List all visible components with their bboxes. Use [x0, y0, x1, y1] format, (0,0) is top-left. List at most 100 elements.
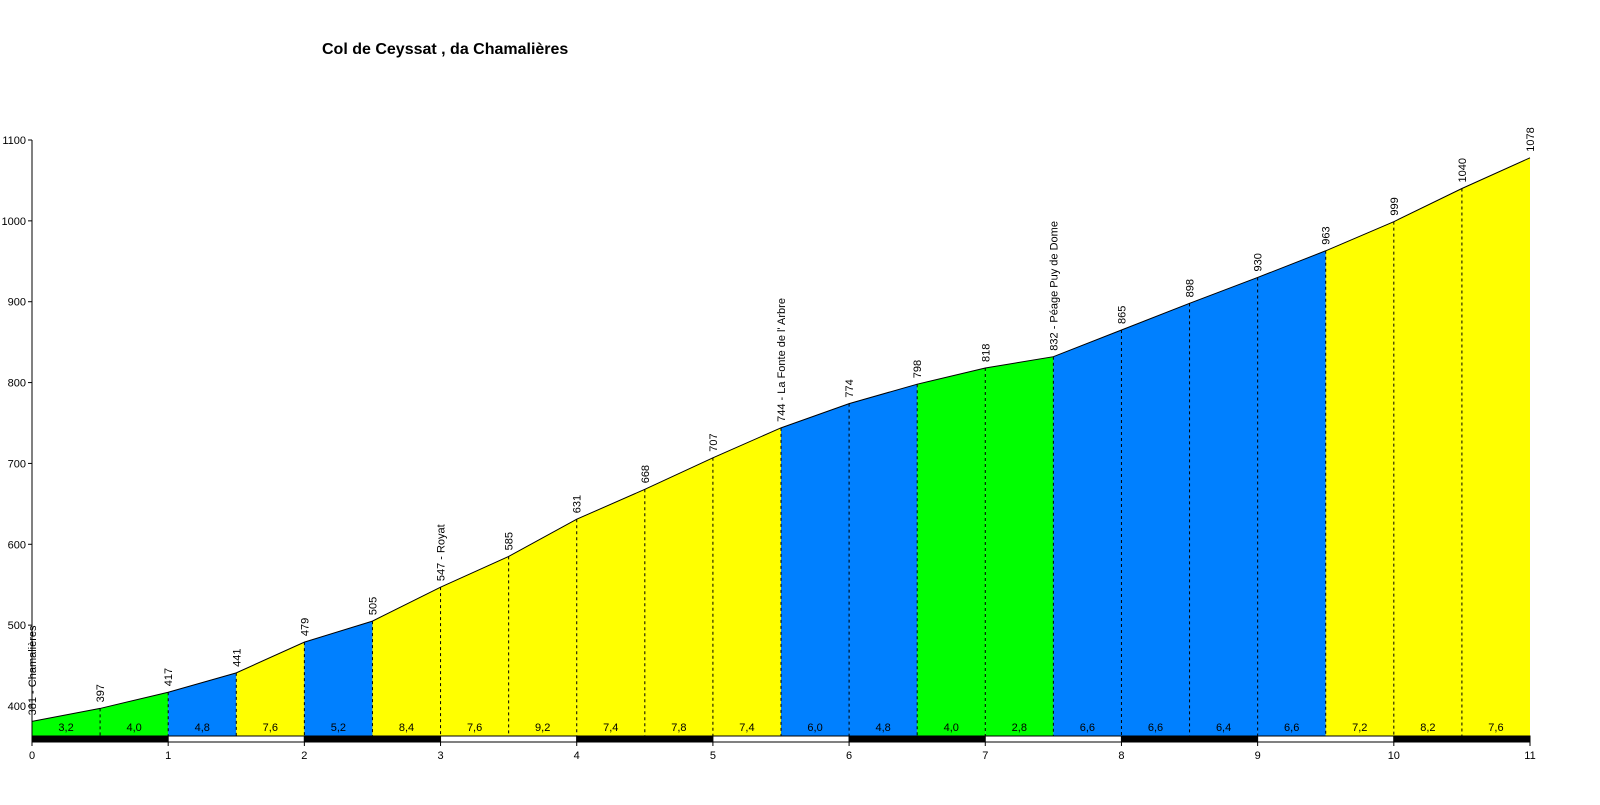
gradient-label: 4,0	[126, 722, 141, 734]
km-bar-block	[984, 735, 1122, 743]
gradient-label: 6,6	[1148, 722, 1163, 734]
km-bar-block	[576, 735, 714, 743]
km-bar-block	[303, 735, 442, 743]
profile-line-group	[31, 157, 1531, 722]
x-tick-label: 10	[1388, 750, 1400, 762]
elevation-label: 417	[163, 668, 175, 686]
x-tick-label: 1	[165, 750, 171, 762]
gradient-labels: 3,2 4,0 4,8 7,6 5,2 8,4 7,6 9,2 7,4 7,8 7,4 6,0 4,8 4…	[58, 722, 1503, 734]
x-tick-label: 7	[982, 750, 988, 762]
km-bar-block	[167, 735, 305, 743]
elevation-label: 818	[980, 344, 992, 362]
elevation-label: 798	[912, 360, 924, 378]
segment-area	[1461, 157, 1530, 736]
x-tick-label: 0	[29, 750, 35, 762]
y-tick-label: 900	[8, 297, 26, 309]
y-tick-label: 1000	[2, 216, 26, 228]
gradient-label: 9,2	[535, 722, 550, 734]
km-scale-bar	[31, 735, 1531, 743]
segment-area	[372, 587, 441, 736]
gradient-label: 7,6	[1488, 722, 1503, 734]
gradient-label: 6,6	[1080, 722, 1095, 734]
elevation-label: 479	[299, 618, 311, 636]
x-tick-label: 11	[1524, 750, 1535, 762]
segment-area	[781, 403, 850, 736]
km-bar-block	[1257, 735, 1395, 743]
segment-area	[985, 356, 1054, 736]
gradient-label: 2,8	[1012, 722, 1027, 734]
elevation-label: 585	[504, 532, 516, 550]
segment-area	[1393, 188, 1462, 736]
y-tick-label: 400	[8, 701, 26, 713]
gradient-label: 5,2	[331, 722, 346, 734]
elevation-label: 898	[1185, 279, 1197, 297]
segment-area	[644, 457, 713, 736]
segment-area	[1053, 330, 1122, 736]
gradient-label: 7,8	[671, 722, 686, 734]
km-bar-block	[712, 735, 850, 743]
elevation-label: 397	[95, 684, 107, 702]
segment-area	[440, 556, 509, 736]
elevation-label: 999	[1389, 197, 1401, 215]
elevation-label: 707	[708, 433, 720, 451]
x-tick-label: 4	[574, 750, 580, 762]
elevation-label: 441	[231, 648, 243, 666]
segment-areas	[32, 157, 1530, 736]
gradient-label: 6,4	[1216, 722, 1231, 734]
segment-area	[917, 368, 986, 736]
gradient-label: 7,6	[263, 722, 278, 734]
x-tick-label: 8	[1118, 750, 1124, 762]
gradient-label: 6,6	[1284, 722, 1299, 734]
segment-area	[1121, 303, 1190, 736]
gradient-label: 7,6	[467, 722, 482, 734]
elevation-label: 505	[367, 597, 379, 615]
elevation-label: 832 - Péage Puy de Dome	[1048, 221, 1060, 351]
y-tick-label: 700	[8, 458, 26, 470]
gradient-label: 8,4	[399, 722, 414, 734]
km-bar-block	[1393, 735, 1531, 743]
segment-dividers	[99, 188, 1463, 736]
elevation-label: 1040	[1457, 158, 1469, 182]
gradient-label: 7,2	[1352, 722, 1367, 734]
segment-area	[712, 427, 781, 736]
elevation-label: 865	[1116, 306, 1128, 324]
x-tick-label: 9	[1255, 750, 1261, 762]
km-bar-block	[31, 735, 169, 743]
segment-area	[304, 621, 373, 736]
gradient-label: 7,4	[739, 722, 754, 734]
km-bar-block	[848, 735, 986, 743]
segment-area	[1257, 250, 1326, 736]
elevation-label: 963	[1321, 226, 1333, 244]
segment-area	[1189, 277, 1258, 736]
x-tick-label: 6	[846, 750, 852, 762]
x-tick-label: 5	[710, 750, 716, 762]
elevation-label: 1078	[1525, 127, 1537, 151]
elevation-labels: 381 - Chamalières 397 417 441 479 505 547 - Ro…	[27, 127, 1537, 715]
segment-area	[508, 519, 577, 736]
elevation-label: 744 - La Fonte de l' Arbre	[776, 298, 788, 422]
elevation-label: 631	[572, 495, 584, 513]
gradient-label: 7,4	[603, 722, 618, 734]
y-tick-label: 800	[8, 378, 26, 390]
elevation-label: 668	[640, 465, 652, 483]
x-tick-label: 2	[301, 750, 307, 762]
segment-area	[1325, 221, 1394, 736]
segment-area	[576, 489, 645, 736]
gradient-label: 4,0	[944, 722, 959, 734]
elevation-label: 381 - Chamalières	[27, 625, 39, 715]
segment-area	[100, 692, 169, 736]
y-tick-label: 600	[8, 539, 26, 551]
x-tick-label: 3	[437, 750, 443, 762]
profile-line	[31, 157, 1531, 722]
gradient-label: 4,8	[195, 722, 210, 734]
elevation-label: 774	[844, 379, 856, 397]
segment-area	[849, 384, 918, 736]
segment-area	[32, 708, 101, 736]
gradient-label: 4,8	[875, 722, 890, 734]
axes: 400 500 600 700 800 900 1000 1100 0 1 2 3 4 5 6 7 8 9 10 11	[2, 135, 1536, 762]
y-tick-label: 500	[8, 620, 26, 632]
km-bar-block	[1120, 735, 1259, 743]
elevation-label: 547 - Royat	[436, 524, 448, 581]
